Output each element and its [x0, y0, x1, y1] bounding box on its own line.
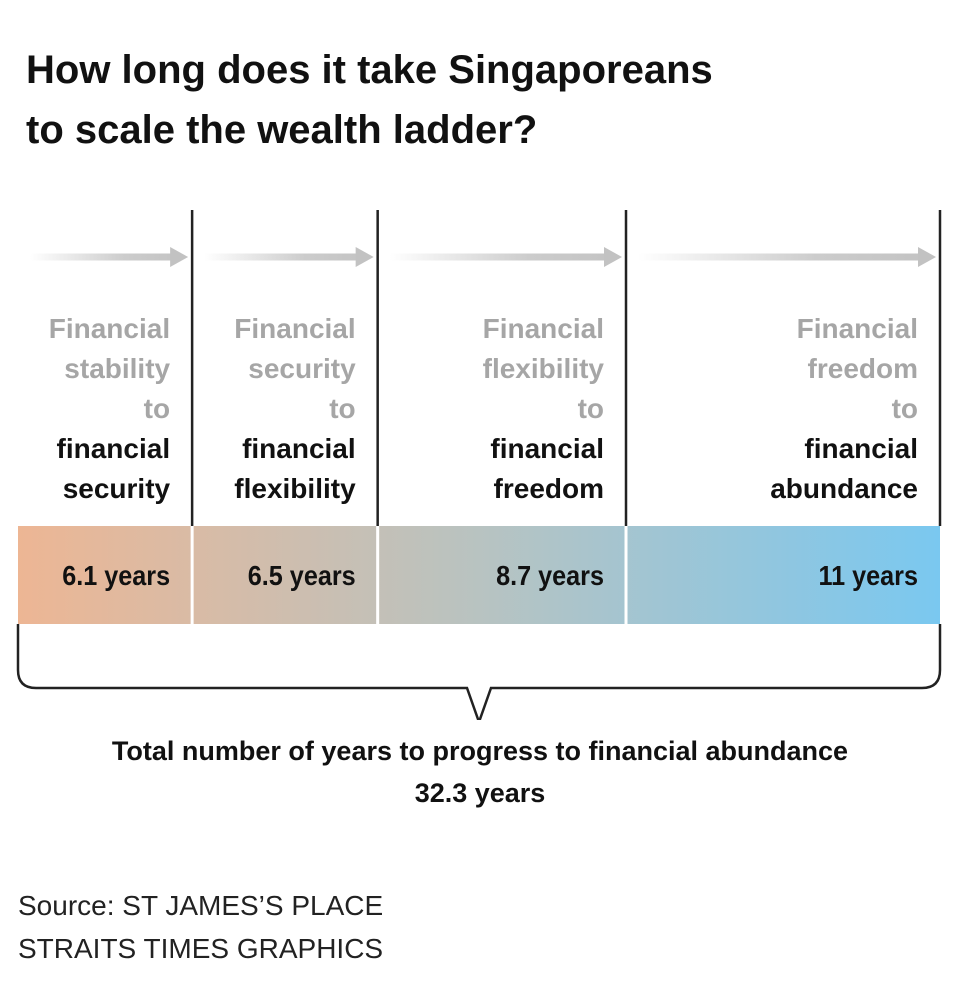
- stage-from-label: to: [578, 393, 604, 424]
- arrow-head-3: [604, 247, 623, 267]
- stage-from-label: to: [329, 393, 355, 424]
- stage-from-label: Financial: [49, 313, 170, 344]
- stage-from-label: Financial: [797, 313, 918, 344]
- arrow-head-2: [355, 247, 374, 267]
- arrow-head-4: [918, 247, 936, 267]
- data-label-1: 6.1 years: [62, 560, 170, 592]
- total-value-label: 32.3 years: [414, 778, 546, 808]
- total-bracket: [16, 624, 942, 720]
- chart-title: How long does it take Singaporeans to sc…: [26, 40, 926, 160]
- total-caption-text: Total number of years to progress to fin…: [111, 736, 849, 766]
- data-label-3: 8.7 years: [496, 560, 604, 592]
- data-label-2: 6.5 years: [248, 560, 356, 592]
- stage-to-label: freedom: [494, 473, 604, 504]
- stage-from-label: to: [144, 393, 170, 424]
- stage-from-label: freedom: [808, 353, 918, 384]
- stage-to-label: flexibility: [234, 473, 356, 504]
- stage-from-label: Financial: [234, 313, 355, 344]
- stage-from-label: Financial: [483, 313, 604, 344]
- bar-track: [18, 526, 940, 624]
- arrow-head-1: [170, 247, 189, 267]
- stage-to-label: abundance: [770, 473, 918, 504]
- arrow-shaft-3: [389, 253, 607, 261]
- source-line: Source: ST JAMES’S PLACE: [18, 890, 384, 921]
- source-credit: Source: ST JAMES’S PLACE STRAITS TIMES G…: [18, 884, 383, 970]
- arrow-shaft-2: [204, 253, 358, 261]
- data-label-4: 11 years: [819, 560, 918, 592]
- stage-from-label: security: [248, 353, 356, 384]
- stage-from-label: stability: [64, 353, 170, 384]
- stage-from-label: to: [892, 393, 918, 424]
- stage-to-label: financial: [57, 433, 171, 464]
- ladder-chart: Financial stability to financial security 6.1…: [16, 210, 942, 720]
- stage-from-label: flexibility: [483, 353, 605, 384]
- title-line-2: to scale the wealth ladder?: [26, 108, 538, 152]
- stage-to-label: financial: [804, 433, 918, 464]
- stage-to-label: financial: [242, 433, 356, 464]
- arrow-shaft-1: [30, 253, 173, 261]
- credit-line: STRAITS TIMES GRAPHICS: [18, 933, 384, 964]
- arrow-shaft-4: [638, 253, 920, 261]
- stage-to-label: security: [63, 473, 171, 504]
- total-caption: Total number of years to progress to fin…: [0, 730, 960, 814]
- stage-to-label: financial: [490, 433, 604, 464]
- title-line-1: How long does it take Singaporeans: [26, 48, 713, 92]
